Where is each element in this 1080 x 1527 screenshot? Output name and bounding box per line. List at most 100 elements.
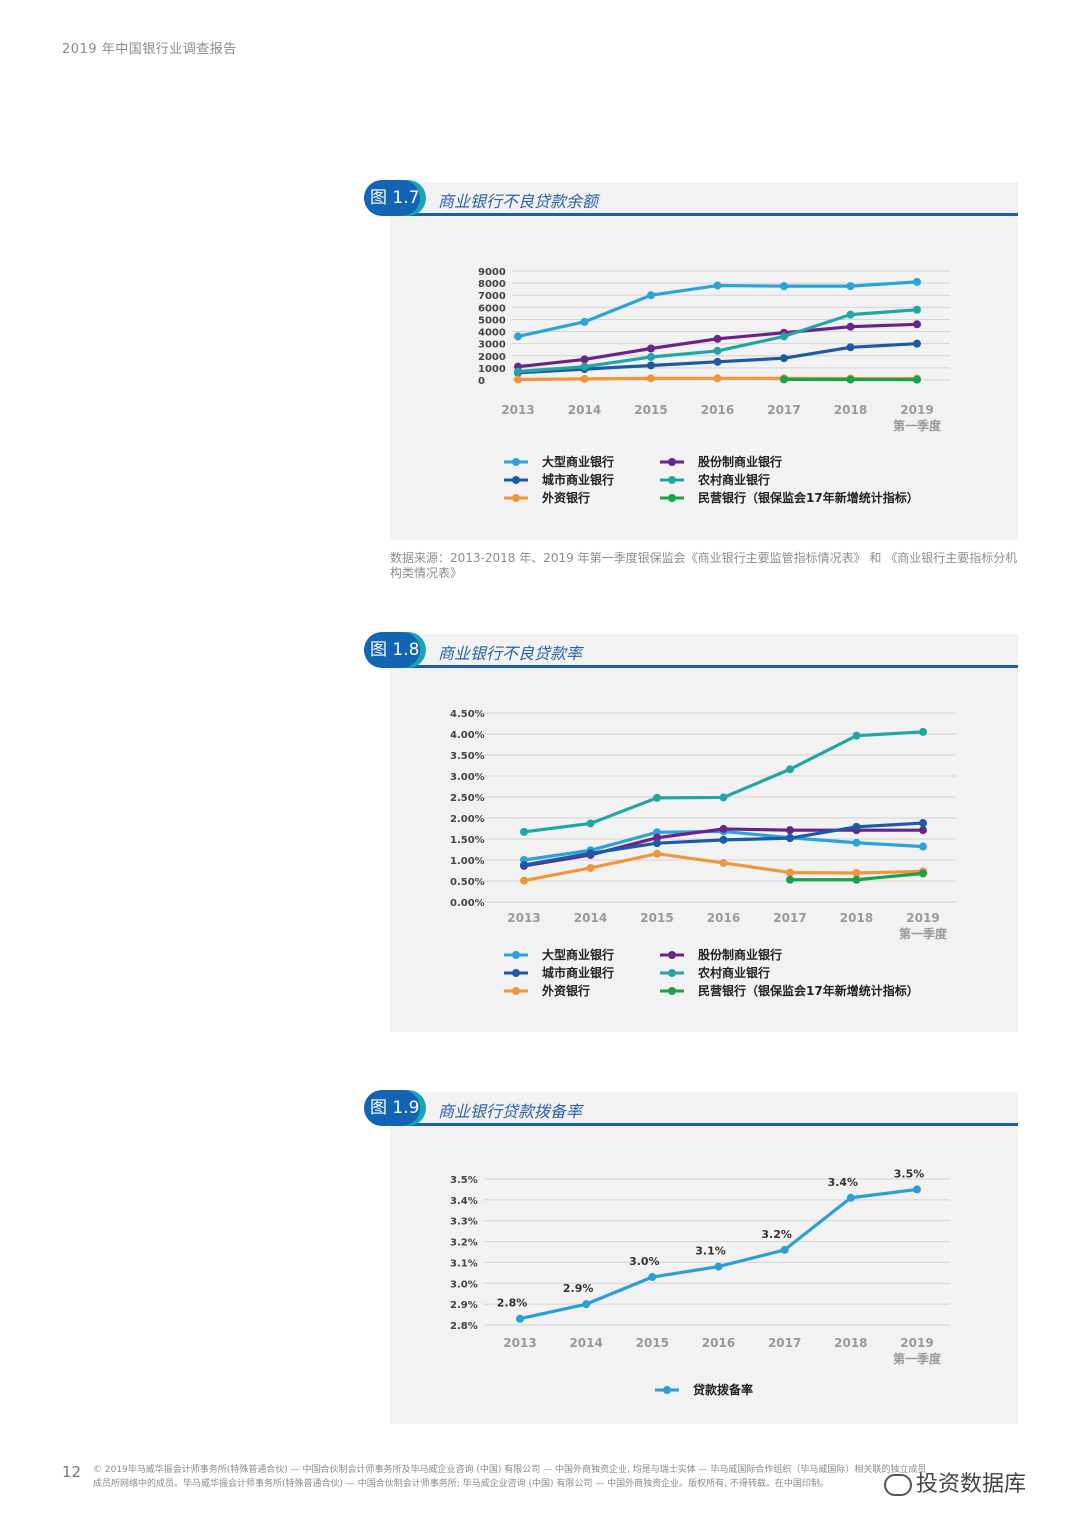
data-point (719, 835, 728, 844)
data-point (516, 1314, 524, 1323)
data-point (520, 827, 528, 836)
x-tick-label: 第一季度 (893, 418, 942, 433)
data-point (846, 343, 855, 352)
y-tick-label: 3.2% (450, 1238, 478, 1249)
legend-marker (668, 476, 676, 484)
data-point (913, 305, 921, 314)
y-tick-label: 2000 (478, 352, 506, 363)
data-label: 3.2% (761, 1228, 792, 1241)
data-point (852, 822, 861, 831)
data-label: 2.9% (563, 1282, 594, 1295)
header-rule (390, 665, 1018, 668)
x-tick-label: 2016 (701, 403, 734, 417)
legend-marker (668, 494, 676, 502)
data-point (846, 1193, 855, 1202)
legend-label: 贷款拨备率 (693, 1382, 753, 1397)
legend-label: 农村商业银行 (697, 472, 770, 487)
x-tick-label: 2014 (568, 403, 601, 417)
data-point (852, 731, 861, 740)
x-tick-label: 2019 (900, 403, 933, 417)
y-tick-label: 4000 (478, 328, 506, 339)
figure-title: 商业银行不良贷款率 (438, 644, 583, 663)
data-point (648, 1273, 657, 1282)
data-point (719, 793, 728, 802)
watermark: 投资数据库 (884, 1466, 1026, 1498)
data-point (647, 361, 655, 370)
data-point (780, 354, 788, 363)
legend-marker (668, 987, 676, 995)
data-point (647, 291, 655, 300)
data-point (913, 375, 921, 384)
data-label: 2.8% (497, 1297, 528, 1310)
figure-header: 图 1.8 商业银行不良贷款率 (364, 632, 1018, 668)
chart-svg: 3.5% 3.4% 3.3% 3.2% 3.1% 3.0% 2.9% 2.8% 2013 2014… (450, 1167, 950, 1397)
y-tick-label: 2.8% (450, 1321, 478, 1332)
x-tick-label: 第一季度 (899, 926, 948, 941)
data-point (713, 334, 722, 343)
data-point (719, 858, 728, 867)
data-point (713, 346, 722, 355)
figure-1-8: 图 1.8 商业银行不良贷款率 4.50% 4.00% 3.50% 3.00% 2.50… (364, 632, 1018, 1032)
data-label: 3.0% (629, 1255, 660, 1268)
x-tick-label: 2017 (773, 911, 806, 925)
legend-label: 外资银行 (542, 490, 590, 505)
data-point (846, 322, 855, 331)
data-point (647, 344, 655, 353)
data-point (913, 339, 921, 348)
source-note: 数据来源：2013-2018 年、2019 年第一季度银保监会《商业银行主要监管… (390, 551, 1018, 580)
y-tick-label: 3.5% (450, 1175, 478, 1186)
x-tick-label: 2016 (707, 911, 740, 925)
figure-badge: 图 1.7 (364, 180, 420, 216)
y-tick-label: 1.00% (450, 856, 485, 867)
data-point (580, 355, 589, 364)
data-label: 3.4% (828, 1176, 859, 1189)
y-tick-label: 3.0% (450, 1279, 478, 1290)
y-tick-label: 1.50% (450, 835, 485, 846)
legend-marker (663, 1386, 671, 1394)
legend-marker (512, 969, 520, 977)
data-label: 3.1% (695, 1245, 726, 1258)
data-point (846, 375, 855, 384)
y-tick-label: 3.50% (450, 751, 485, 762)
data-point (919, 819, 927, 828)
x-tick-label: 2015 (634, 403, 667, 417)
data-point (780, 1245, 789, 1254)
figure-badge: 图 1.9 (364, 1090, 420, 1126)
legend-label: 城市商业银行 (542, 965, 614, 980)
x-tick-label: 2018 (834, 403, 867, 417)
data-point (786, 834, 794, 843)
series-line (523, 730, 924, 834)
y-tick-label: 4.00% (450, 730, 485, 741)
y-tick-label: 2.50% (450, 793, 485, 804)
y-tick-label: 3.3% (450, 1217, 478, 1228)
x-tick-label: 第一季度 (893, 1351, 942, 1366)
legend-marker (668, 969, 676, 977)
x-tick-label: 2013 (503, 1336, 536, 1350)
data-point (719, 824, 728, 833)
data-point (582, 1300, 591, 1309)
data-point (786, 868, 794, 877)
footer-line-1: © 2019毕马威华振会计师事务所(特殊普通合伙) — 中国合伙制会计师事务所及… (93, 1465, 927, 1475)
y-tick-label: 4.50% (450, 709, 485, 720)
page-number: 12 (62, 1463, 82, 1481)
x-tick-label: 2016 (702, 1336, 735, 1350)
y-tick-label: 3.00% (450, 772, 485, 783)
data-point (780, 282, 788, 291)
legend-label: 股份制商业银行 (698, 947, 782, 962)
data-point (580, 374, 589, 383)
data-point (919, 842, 927, 851)
data-point (580, 362, 589, 371)
data-point (647, 352, 655, 361)
header-rule (390, 213, 1018, 216)
x-tick-label: 2015 (640, 911, 673, 925)
chart-svg: 4.50% 4.00% 3.50% 3.00% 2.50% 2.00% 1.50% 1.00%… (450, 709, 956, 998)
legend-label: 农村商业银行 (697, 965, 770, 980)
data-label: 3.5% (894, 1167, 925, 1180)
data-point (786, 826, 794, 835)
legend-label: 大型商业银行 (542, 947, 614, 962)
data-point (919, 826, 927, 835)
x-tick-label: 2017 (767, 403, 800, 417)
y-tick-label: 5000 (478, 315, 506, 326)
x-tick-label: 2014 (569, 1336, 602, 1350)
data-point (653, 793, 661, 802)
